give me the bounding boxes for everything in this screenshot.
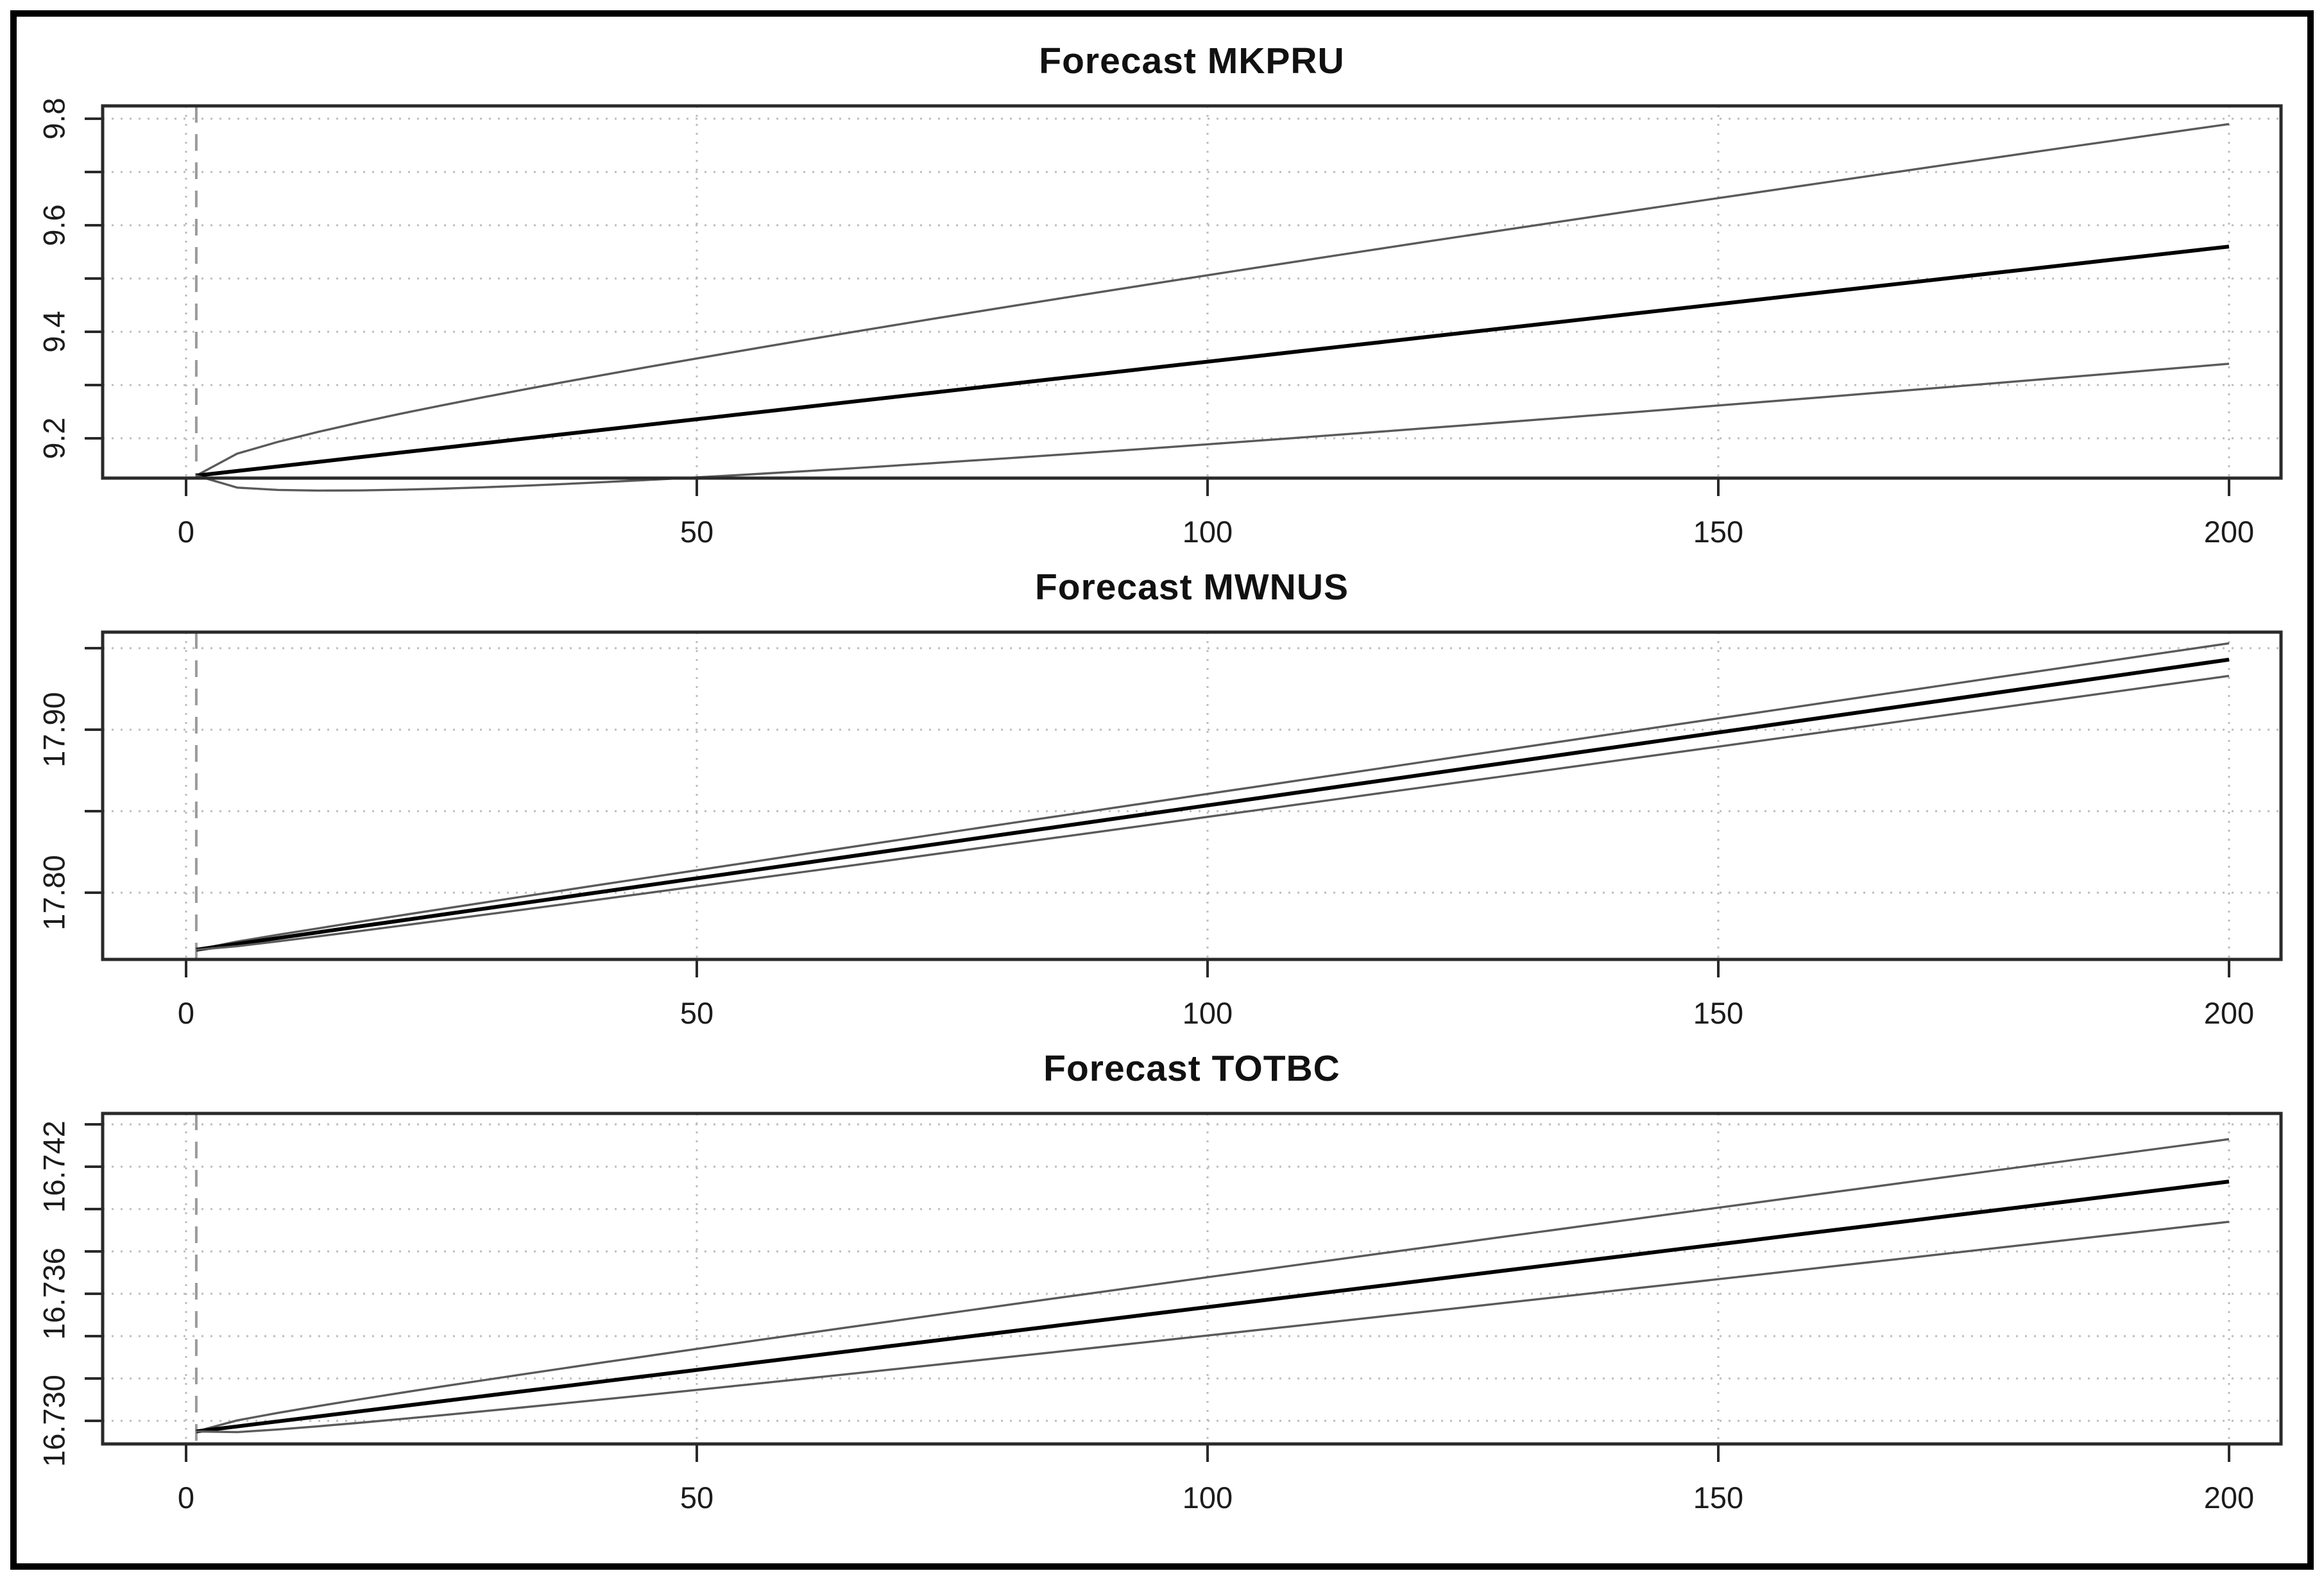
y-tick-label: 9.2 [37,417,71,459]
chart-panel-3: 0 50 100 150 200 16.730 16.736 16.742 [37,1112,2283,1515]
series-line-lower [196,1221,2230,1434]
y-tick-label: 16.742 [37,1121,71,1213]
x-tick-label: 100 [1183,996,1233,1030]
x-tick-label: 50 [680,1481,713,1515]
y-tick-label: 9.6 [37,204,71,246]
y-tick-label: 17.80 [37,855,71,931]
series-line-mean [196,657,2230,952]
chart-title-totbc: Forecast TOTBC [1043,1048,1340,1089]
x-tick-label: 100 [1183,1481,1233,1515]
x-tick-label: 0 [178,1481,194,1515]
y-tick-label: 9.8 [37,98,71,139]
y-tick-label: 16.736 [37,1248,71,1340]
x-tick-label: 150 [1693,996,1743,1030]
chart-panel-2: 0 50 100 150 200 17.80 17.90 [37,630,2283,1030]
series-line-mean [196,245,2230,478]
series-line-lower [196,363,2230,492]
x-tick-label: 150 [1693,1481,1743,1515]
x-tick-label: 0 [178,515,194,549]
x-tick-label: 200 [2204,515,2254,549]
series-line-upper [196,642,2230,951]
figure-border [10,10,2314,1570]
plot-box [101,1112,2283,1446]
x-tick-label: 50 [680,996,713,1030]
y-tick-label: 16.730 [37,1375,71,1467]
y-tick-label: 9.4 [37,311,71,352]
series-line-mean [196,1180,2230,1434]
plot-box [101,104,2283,480]
y-tick-label: 17.90 [37,692,71,768]
x-tick-label: 200 [2204,996,2254,1030]
x-tick-label: 0 [178,996,194,1030]
x-tick-label: 50 [680,515,713,549]
x-tick-label: 200 [2204,1481,2254,1515]
chart-panel-1: 0 50 100 150 200 9.2 9.4 9.6 9.8 [37,98,2283,549]
chart-title-mkpru: Forecast MKPRU [1039,40,1345,82]
series-line-upper [196,1138,2230,1433]
series-line-upper [196,123,2230,477]
series-line-lower [196,674,2230,951]
x-tick-label: 100 [1183,515,1233,549]
x-tick-label: 150 [1693,515,1743,549]
plot-box [101,630,2283,961]
chart-title-mwnus: Forecast MWNUS [1034,567,1349,608]
